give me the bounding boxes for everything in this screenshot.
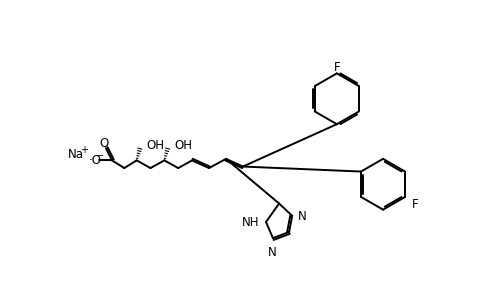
Text: OH: OH xyxy=(146,139,165,152)
Text: N: N xyxy=(268,246,276,259)
Text: +: + xyxy=(80,145,88,155)
Text: F: F xyxy=(412,198,419,211)
Text: O: O xyxy=(100,137,109,150)
Text: N: N xyxy=(298,210,306,223)
Text: Na: Na xyxy=(68,148,84,162)
Text: ·O: ·O xyxy=(89,154,102,167)
Text: −: − xyxy=(97,151,105,161)
Text: F: F xyxy=(334,61,340,75)
Text: NH: NH xyxy=(243,216,260,229)
Text: OH: OH xyxy=(174,139,192,152)
